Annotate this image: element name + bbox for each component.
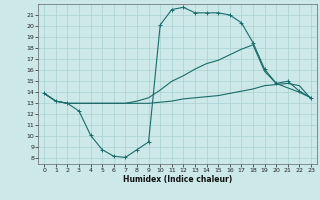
X-axis label: Humidex (Indice chaleur): Humidex (Indice chaleur) [123,175,232,184]
